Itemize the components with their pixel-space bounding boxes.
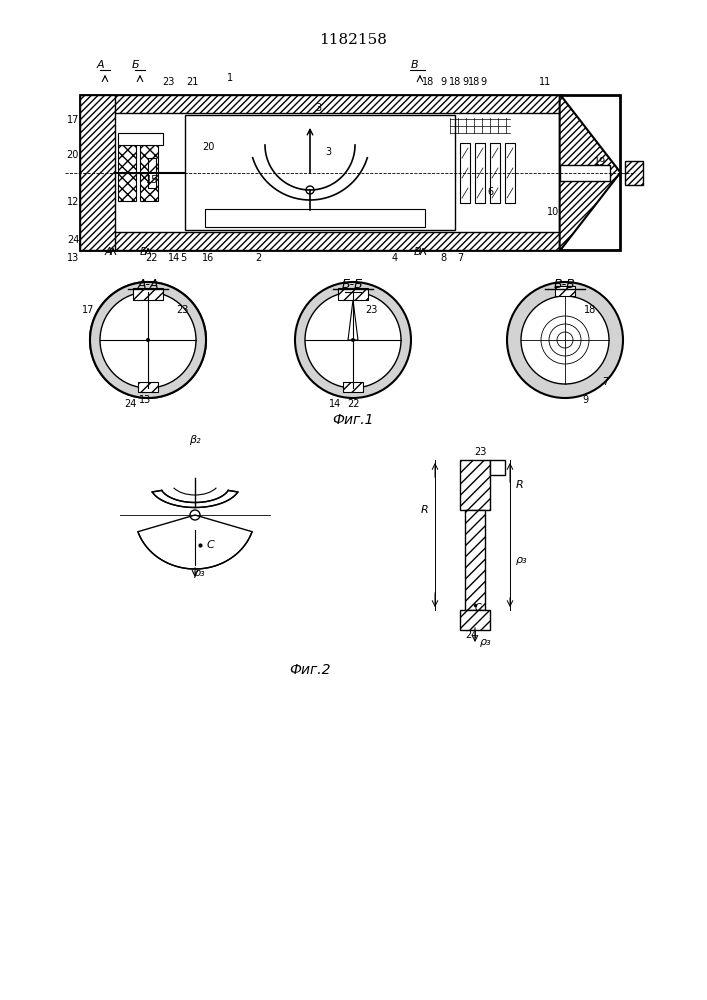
Text: C: C xyxy=(207,540,215,550)
Bar xyxy=(185,115,455,230)
Bar xyxy=(555,286,575,296)
Text: 24: 24 xyxy=(67,235,79,245)
Text: 16: 16 xyxy=(202,253,214,263)
Bar xyxy=(475,143,485,203)
Text: 23: 23 xyxy=(176,305,188,315)
Text: Фиг.2: Фиг.2 xyxy=(289,663,331,677)
Text: Фиг.1: Фиг.1 xyxy=(332,413,374,427)
Circle shape xyxy=(146,338,150,342)
Text: 14: 14 xyxy=(329,399,341,409)
Text: 23: 23 xyxy=(365,305,378,315)
Bar xyxy=(465,510,485,610)
Text: ρ₃: ρ₃ xyxy=(194,568,206,578)
Bar xyxy=(560,165,610,181)
Text: 11: 11 xyxy=(539,77,551,87)
Bar xyxy=(338,288,368,300)
Text: 7: 7 xyxy=(457,253,463,263)
Text: R: R xyxy=(516,480,524,490)
Text: 20: 20 xyxy=(201,142,214,152)
Text: 6: 6 xyxy=(487,187,493,197)
Text: 18: 18 xyxy=(422,77,434,87)
Circle shape xyxy=(351,338,355,342)
Text: 9: 9 xyxy=(462,77,468,87)
Bar xyxy=(505,143,515,203)
Text: 14: 14 xyxy=(168,253,180,263)
Text: C: C xyxy=(474,603,481,613)
Text: 18: 18 xyxy=(449,77,461,87)
Bar xyxy=(80,95,560,113)
Bar xyxy=(460,460,490,510)
Bar xyxy=(625,161,643,185)
Text: 3: 3 xyxy=(325,147,331,157)
Text: В: В xyxy=(414,247,422,257)
Text: β₂: β₂ xyxy=(189,435,201,445)
Bar xyxy=(460,610,490,630)
Text: Б-Б: Б-Б xyxy=(342,278,364,292)
Bar xyxy=(148,158,156,188)
Text: 9: 9 xyxy=(582,395,588,405)
Circle shape xyxy=(90,282,206,398)
Circle shape xyxy=(521,296,609,384)
Text: В: В xyxy=(411,60,419,70)
Bar xyxy=(490,460,505,475)
Text: 15: 15 xyxy=(146,175,158,185)
Text: 5: 5 xyxy=(180,253,186,263)
Text: Б: Б xyxy=(132,60,139,70)
Text: А: А xyxy=(104,247,112,257)
Text: 13: 13 xyxy=(139,395,151,405)
Text: 24: 24 xyxy=(465,630,477,640)
Text: 4: 4 xyxy=(392,253,398,263)
Text: 13: 13 xyxy=(67,253,79,263)
Circle shape xyxy=(100,292,196,388)
Text: 17: 17 xyxy=(67,115,79,125)
Polygon shape xyxy=(560,95,620,250)
Text: 24: 24 xyxy=(124,399,136,409)
Circle shape xyxy=(295,282,411,398)
Text: 23: 23 xyxy=(162,77,174,87)
Text: 12: 12 xyxy=(67,197,79,207)
Text: 22: 22 xyxy=(146,253,158,263)
Bar xyxy=(133,288,163,300)
Text: 9: 9 xyxy=(440,77,446,87)
Bar xyxy=(140,173,158,201)
Text: 23: 23 xyxy=(474,447,486,457)
Text: 17: 17 xyxy=(82,305,94,315)
Bar xyxy=(118,145,136,173)
Text: 3: 3 xyxy=(315,103,321,113)
Text: А: А xyxy=(96,60,104,70)
Text: 8: 8 xyxy=(440,253,446,263)
Bar xyxy=(343,382,363,392)
Bar xyxy=(460,143,470,203)
Text: 9: 9 xyxy=(480,77,486,87)
Bar xyxy=(118,133,163,145)
Text: 7: 7 xyxy=(602,377,608,387)
Text: 1: 1 xyxy=(227,73,233,83)
Text: R: R xyxy=(421,505,429,515)
Circle shape xyxy=(305,292,401,388)
Polygon shape xyxy=(152,490,238,507)
Bar xyxy=(80,232,560,250)
Text: 18: 18 xyxy=(584,305,596,315)
Text: 10: 10 xyxy=(547,207,559,217)
Text: В-В: В-В xyxy=(554,278,576,292)
Text: ρ₃: ρ₃ xyxy=(516,555,527,565)
Text: 18: 18 xyxy=(468,77,480,87)
Bar xyxy=(80,95,620,250)
Bar xyxy=(205,209,425,227)
Bar xyxy=(490,143,500,203)
Bar xyxy=(140,145,158,173)
Text: 1182158: 1182158 xyxy=(319,33,387,47)
Text: 21: 21 xyxy=(186,77,198,87)
Text: 22: 22 xyxy=(346,399,359,409)
Bar xyxy=(118,173,136,201)
Circle shape xyxy=(507,282,623,398)
Text: 2: 2 xyxy=(255,253,261,263)
Text: Б: Б xyxy=(139,247,147,257)
Text: 20: 20 xyxy=(66,150,78,160)
Text: А-А: А-А xyxy=(137,278,159,292)
Bar xyxy=(80,95,115,250)
Text: 19: 19 xyxy=(594,157,606,167)
Text: ρ₃: ρ₃ xyxy=(480,637,491,647)
Bar xyxy=(138,382,158,392)
